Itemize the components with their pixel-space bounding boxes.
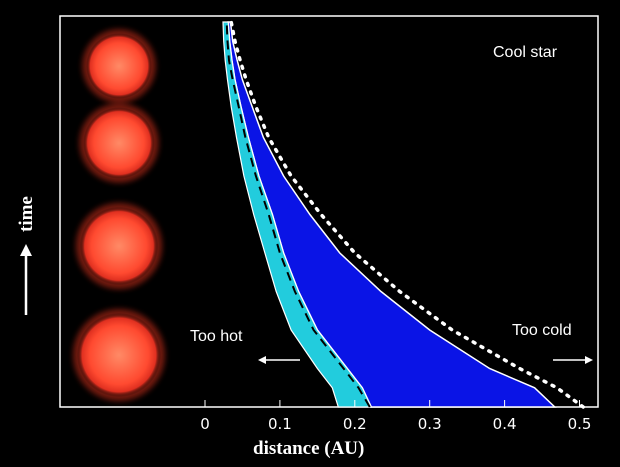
- dotted-boundary-line: [229, 20, 585, 409]
- star-image: [83, 107, 155, 179]
- x-tick-label: 0.4: [492, 415, 517, 433]
- too-cold-label: Too cold: [512, 322, 572, 339]
- x-tick-label: 0.2: [342, 415, 367, 433]
- time-arrowhead: [20, 244, 32, 256]
- x-tick-label: 0: [200, 415, 210, 433]
- too-hot-arrowhead: [258, 356, 266, 364]
- x-tick-label: 0.5: [567, 415, 592, 433]
- inner-zone-area: [222, 21, 373, 408]
- dashed-boundary-line: [225, 21, 371, 408]
- star-image: [77, 313, 161, 397]
- x-axis-label: distance (AU): [253, 438, 365, 459]
- x-tick-label: 0.3: [417, 415, 442, 433]
- too-hot-label: Too hot: [190, 328, 243, 345]
- time-axis-label: time: [16, 196, 37, 232]
- star-image: [86, 33, 152, 99]
- star-image: [79, 206, 159, 286]
- x-tick-label: 0.1: [267, 415, 292, 433]
- too-cold-arrowhead: [585, 356, 593, 364]
- cool-star-label: Cool star: [493, 44, 558, 61]
